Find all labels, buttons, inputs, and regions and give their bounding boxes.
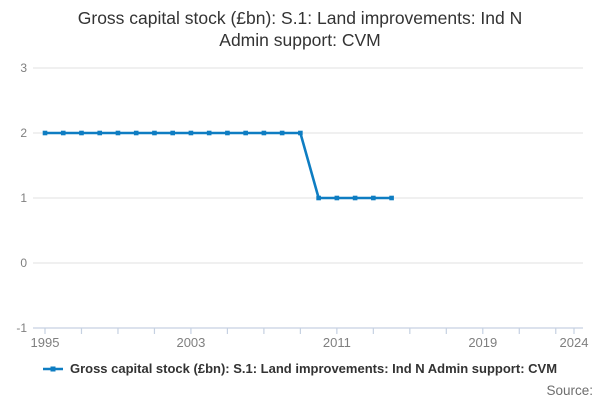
- data-point-marker: [97, 130, 103, 136]
- legend-item[interactable]: Gross capital stock (£bn): S.1: Land imp…: [0, 361, 600, 376]
- data-point-marker: [225, 130, 230, 136]
- data-point-marker: [42, 130, 48, 136]
- data-point-marker: [206, 130, 212, 136]
- legend-label: Gross capital stock (£bn): S.1: Land imp…: [69, 361, 558, 376]
- chart-title-line1: Gross capital stock (£bn): S.1: Land imp…: [77, 8, 523, 28]
- data-point-marker: [389, 195, 394, 201]
- data-point-marker: [115, 130, 121, 136]
- data-point-marker: [352, 195, 358, 201]
- data-point-marker: [133, 130, 139, 136]
- data-point-marker: [261, 130, 267, 136]
- data-point-marker: [60, 130, 66, 136]
- source-label: Source:: [546, 383, 593, 398]
- data-point-marker: [279, 130, 285, 136]
- x-axis-tick-label: 2003: [176, 335, 205, 350]
- y-axis-tick-label: 2: [20, 126, 27, 140]
- data-point-marker: [298, 130, 303, 136]
- x-axis-tick-label: 2024: [560, 335, 589, 350]
- chart-title: Gross capital stock (£bn): S.1: Land imp…: [0, 7, 600, 51]
- chart-title-line2: Admin support: CVM: [219, 30, 381, 50]
- data-series-line: [45, 131, 392, 200]
- data-point-marker: [371, 195, 376, 201]
- x-axis-tick-label: 1995: [31, 335, 60, 350]
- data-point-marker: [188, 130, 194, 136]
- data-point-marker: [316, 195, 321, 201]
- data-point-marker: [334, 195, 340, 201]
- y-axis-tick-label: 0: [20, 256, 27, 270]
- x-axis-tick-label: 2011: [323, 335, 351, 350]
- data-point-marker: [152, 130, 157, 136]
- data-point-marker: [79, 130, 84, 136]
- data-point-marker: [243, 130, 248, 136]
- data-point-marker: [170, 130, 175, 136]
- y-axis-tick-label: -1: [16, 321, 27, 335]
- line-series-legend-icon: [42, 366, 63, 371]
- y-axis-tick-label: 1: [20, 191, 27, 205]
- x-axis-tick-label: 2019: [468, 335, 497, 350]
- y-axis-tick-label: 3: [20, 61, 27, 75]
